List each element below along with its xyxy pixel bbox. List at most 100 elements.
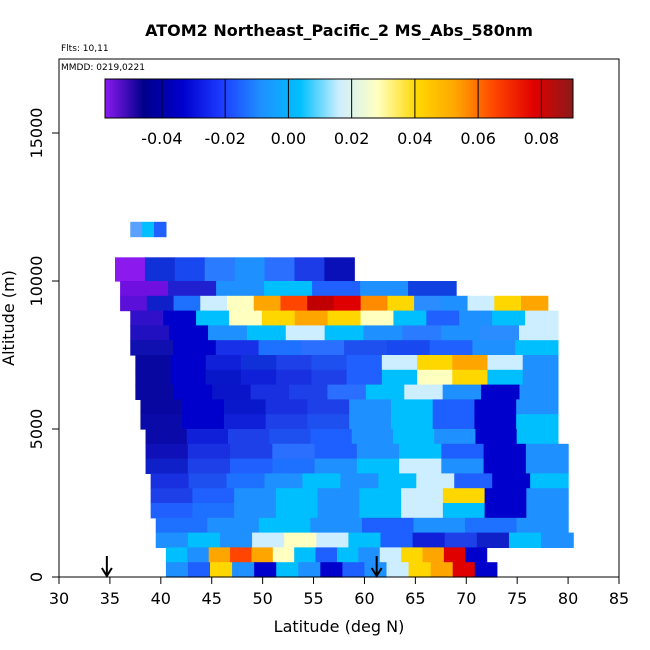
heatmap-cell [216,281,265,297]
y-tick-label: 0 [27,572,46,582]
heatmap-cell [269,429,312,445]
heatmap-cell [413,517,466,534]
colorbar-tick-label: 0.06 [460,129,496,148]
heatmap-cell [170,369,207,386]
heatmap-cell [228,429,270,445]
heatmap-cell [314,443,358,460]
heatmap-cell [165,562,189,578]
x-tick-label: 80 [558,589,578,608]
heatmap-cell [155,532,189,548]
heatmap-cell [492,473,531,489]
heatmap-cell [346,355,383,371]
heatmap-cell [344,340,388,356]
heatmap-cell [226,473,266,489]
heatmap-cell [186,429,229,445]
heatmap-cell [401,503,444,519]
colorbar-tick-label: 0.00 [271,129,307,148]
heatmap-cell [163,310,197,326]
heatmap-cell [265,399,309,415]
heatmap-cell [272,547,295,563]
heatmap-cell [360,295,388,312]
heatmap-cell [130,340,174,356]
heatmap-cell [356,458,400,474]
heatmap-cell [432,414,476,430]
flights-note: Flts: 10,11 [61,44,109,54]
y-tick-label: 5000 [27,409,46,450]
heatmap-cell [474,414,517,430]
heatmap-cell [232,562,255,578]
heatmap-cell [359,503,402,519]
heatmap-cell [298,562,321,578]
heatmap-cell [459,310,493,326]
heatmap-cell [402,325,442,341]
heatmap-cell [525,443,569,460]
heatmap-cell [454,473,493,489]
heatmap-cell [393,310,427,326]
heatmap-cell [317,503,360,519]
heatmap-cell [264,473,304,489]
heatmap-cell [515,340,559,356]
heatmap-cell [324,257,355,282]
heatmap-cell [145,443,189,460]
heatmap-cell [187,562,211,578]
heatmap-cell [174,257,206,282]
heatmap-cell [173,340,217,356]
colorbar-tick-label: 0.02 [334,129,370,148]
heatmap-cell [452,355,489,371]
heatmap-cell [210,562,233,578]
heatmap-cell [316,532,349,548]
heatmap-cell [285,325,326,341]
heatmap-cell [452,369,489,386]
heatmap-cell [379,547,402,563]
colorbar-tick-label: 0.04 [397,129,433,148]
heatmap-cell [480,325,520,341]
heatmap-cell [261,310,296,326]
heatmap-cell [390,414,434,430]
heatmap-cell [340,473,379,489]
y-axis-label: Altitude (m) [0,270,18,366]
heatmap-cell [234,503,277,519]
heatmap-cell [387,295,415,312]
heatmap-cell [155,517,208,534]
heatmap-cell [228,310,263,326]
heatmap-cell [487,355,524,371]
heatmap-cell [442,488,486,504]
heatmap-cell [399,458,442,474]
heatmap-cell [401,488,444,504]
x-tick-label: 35 [100,589,120,608]
heatmap-cell [312,281,361,297]
heatmap-cell [130,310,164,326]
heatmap-cell [526,503,569,519]
heatmap-cell [530,473,569,489]
heatmap-cell [381,355,418,371]
heatmap-cell [200,295,228,312]
heatmap-cell [310,429,353,445]
heatmap-cell [426,310,460,326]
heatmap-cell [258,517,311,534]
heatmap-cell [474,562,498,578]
heatmap-cell [508,532,542,548]
heatmap-cell [252,532,285,548]
heatmap-cell [516,517,569,534]
heatmap-cell [465,517,518,534]
heatmap-cell [416,473,455,489]
heatmap-cell [363,325,404,341]
heatmap-cell [150,473,190,489]
heatmap-cell [359,488,402,504]
heatmap-cell [140,414,183,430]
heatmap-cell [258,340,302,356]
heatmap-cell [476,532,510,548]
heatmap-cell [294,257,325,282]
heatmap-cell [205,355,242,371]
heatmap-cell [168,281,217,297]
heatmap-cell [386,562,410,578]
heatmap-cell [130,221,143,238]
y-tick-label: 15000 [27,108,46,159]
x-tick-label: 85 [609,589,629,608]
colorbar: -0.04 -0.02 0.00 0.02 0.04 0.06 0.08 [104,78,574,148]
heatmap-cell [192,503,235,519]
colorbar-tick-label: -0.02 [204,129,245,148]
heatmap-cell [307,295,335,312]
heatmap-cell [182,414,225,430]
x-tick-label: 40 [151,589,171,608]
